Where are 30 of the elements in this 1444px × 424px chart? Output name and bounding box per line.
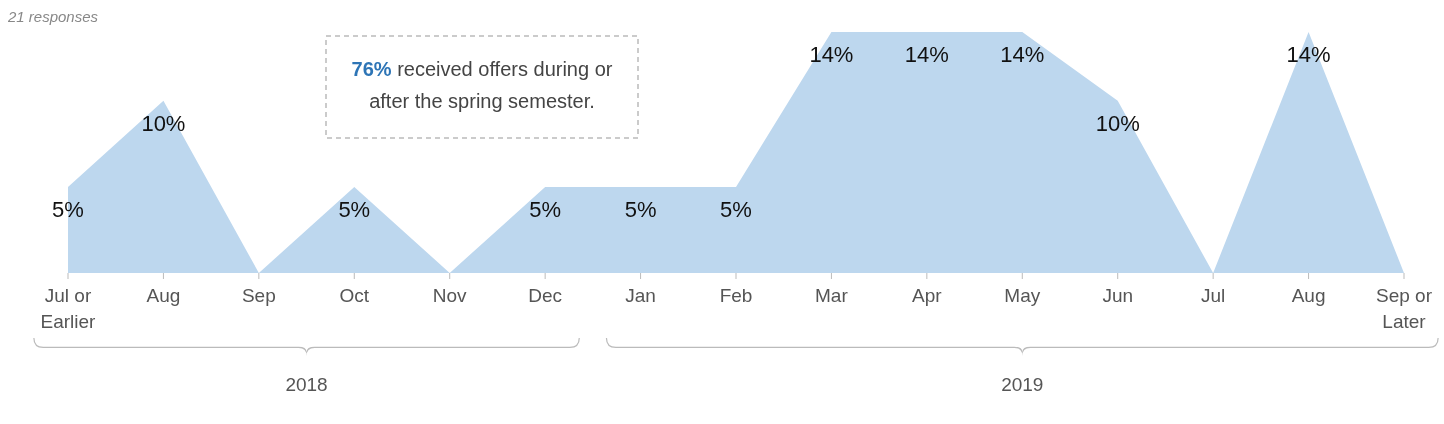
data-label: 5% (338, 196, 371, 222)
x-tick-label: Sep or Later (1376, 285, 1433, 332)
x-tick-label: Sep (241, 285, 276, 306)
x-tick-label: Jul (1200, 285, 1226, 306)
x-tick-label: Jan (625, 285, 656, 306)
text: 2019 (1001, 374, 1044, 395)
data-label: 5% (624, 196, 657, 222)
data-label: 10% (141, 110, 186, 136)
data-label: 5% (52, 196, 84, 222)
x-tick-label: Oct (339, 285, 370, 306)
x-tick-label: Dec (528, 285, 563, 306)
data-label: 14% (1286, 42, 1331, 67)
x-tick-label: May (1004, 285, 1041, 306)
data-label: 5% (720, 196, 752, 222)
data-label: 10% (1095, 110, 1140, 136)
data-label: 14% (809, 42, 854, 67)
data-label: 14% (904, 42, 949, 67)
x-tick-label: Apr (912, 285, 943, 306)
data-label: 14% (1000, 42, 1045, 67)
x-tick-label: Jul or Earlier (40, 285, 97, 332)
text: 2018 (285, 374, 328, 395)
x-tick-label: Mar (815, 285, 849, 306)
x-tick-label: Nov (432, 285, 468, 306)
x-tick-label: Aug (1291, 285, 1326, 306)
x-tick-label: Aug (146, 285, 181, 306)
x-tick-label: Jun (1102, 285, 1134, 306)
x-tick-label: Feb (719, 285, 753, 306)
annotation: 76% received offers during or after the spring semester. (351, 58, 613, 112)
chart-subtitle: 21 responses (7, 8, 99, 25)
data-label: 5% (529, 196, 562, 222)
